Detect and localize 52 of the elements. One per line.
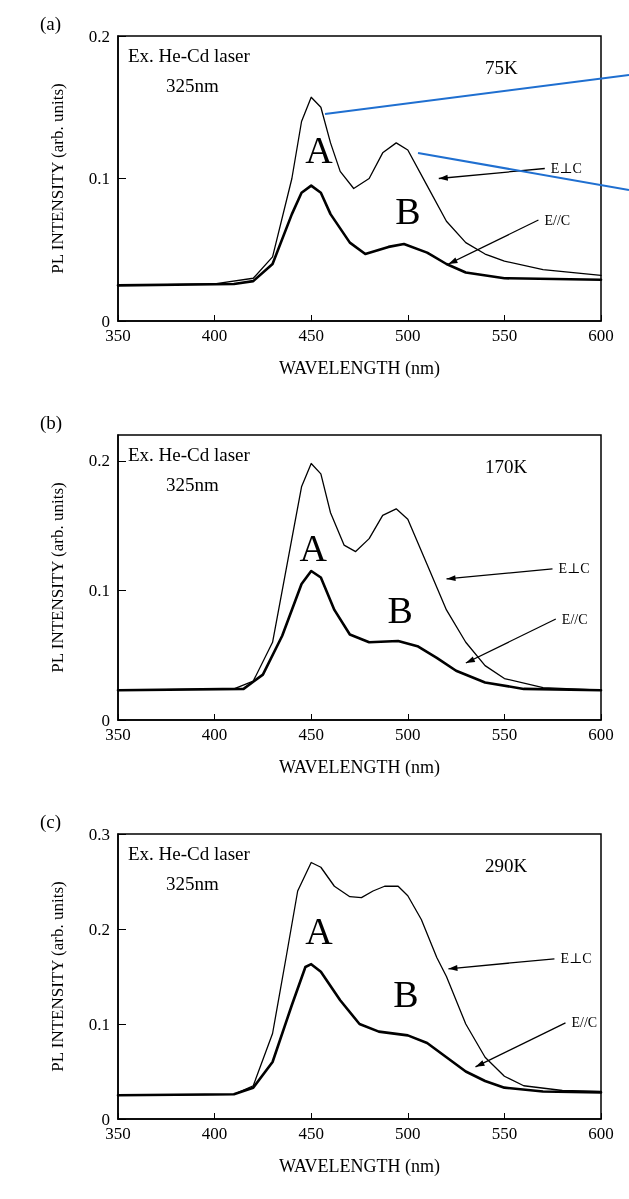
x-axis-title: WAVELENGTH (nm) — [278, 1156, 441, 1177]
x-tick-label: 600 — [588, 725, 614, 744]
annotation: A — [299, 526, 328, 569]
annotation: B — [387, 588, 413, 631]
x-tick-label: 500 — [395, 725, 421, 744]
y-axis-title: PL INTENSITY (arb. units) — [48, 83, 67, 274]
annotation: 325nm — [166, 873, 219, 894]
annotation: 290K — [485, 855, 528, 876]
x-tick-label: 450 — [298, 1124, 324, 1143]
y-tick-label: 0.2 — [88, 919, 110, 939]
x-tick-label: 500 — [395, 1124, 421, 1143]
annotation: Ex. He-Cd laser — [128, 843, 251, 864]
x-tick-label: 450 — [298, 725, 324, 744]
annotation: A — [305, 909, 334, 952]
annotation: E//C — [544, 212, 571, 228]
x-tick-label: 550 — [491, 725, 518, 744]
x-tick-label: 400 — [201, 326, 228, 345]
annotation: E⊥C — [558, 561, 590, 577]
text: (b) — [40, 412, 63, 434]
y-axis-title: PL INTENSITY (arb. units) — [48, 881, 67, 1072]
x-tick-label: 550 — [491, 326, 518, 345]
text: (a) — [40, 13, 62, 35]
x-tick-label: 450 — [298, 326, 324, 345]
y-tick-label: 0.1 — [88, 580, 110, 600]
y-tick-label: 0.1 — [88, 169, 110, 188]
annotation: 170K — [485, 456, 528, 477]
y-axis-title: PL INTENSITY (arb. units) — [48, 482, 67, 673]
x-tick-label: 400 — [201, 1124, 228, 1143]
text: (c) — [40, 811, 62, 833]
annotation: 75K — [485, 57, 519, 78]
x-tick-label: 550 — [491, 1124, 518, 1143]
y-tick-label: 0.2 — [88, 451, 110, 471]
x-tick-label: 600 — [588, 326, 614, 345]
x-tick-label: 600 — [588, 1124, 614, 1143]
x-tick-label: 400 — [201, 725, 228, 744]
y-tick-label: 0.3 — [88, 824, 110, 844]
x-axis-title: WAVELENGTH (nm) — [278, 358, 441, 379]
annotation: E⊥C — [560, 951, 592, 967]
annotation: E//C — [561, 611, 588, 627]
x-axis-title: WAVELENGTH (nm) — [278, 757, 441, 778]
annotation: A — [305, 129, 334, 171]
annotation: E//C — [571, 1015, 598, 1031]
y-tick-label: 0.1 — [88, 1014, 110, 1034]
annotation: B — [393, 973, 419, 1016]
y-tick-label: 0.2 — [88, 26, 110, 46]
annotation: B — [395, 190, 421, 233]
annotation: 325nm — [166, 75, 219, 96]
x-tick-label: 500 — [395, 326, 421, 345]
annotation: Ex. He-Cd laser — [128, 45, 251, 66]
annotation: E⊥C — [550, 161, 582, 176]
annotation: Ex. He-Cd laser — [128, 444, 251, 465]
annotation: 325nm — [166, 474, 219, 495]
